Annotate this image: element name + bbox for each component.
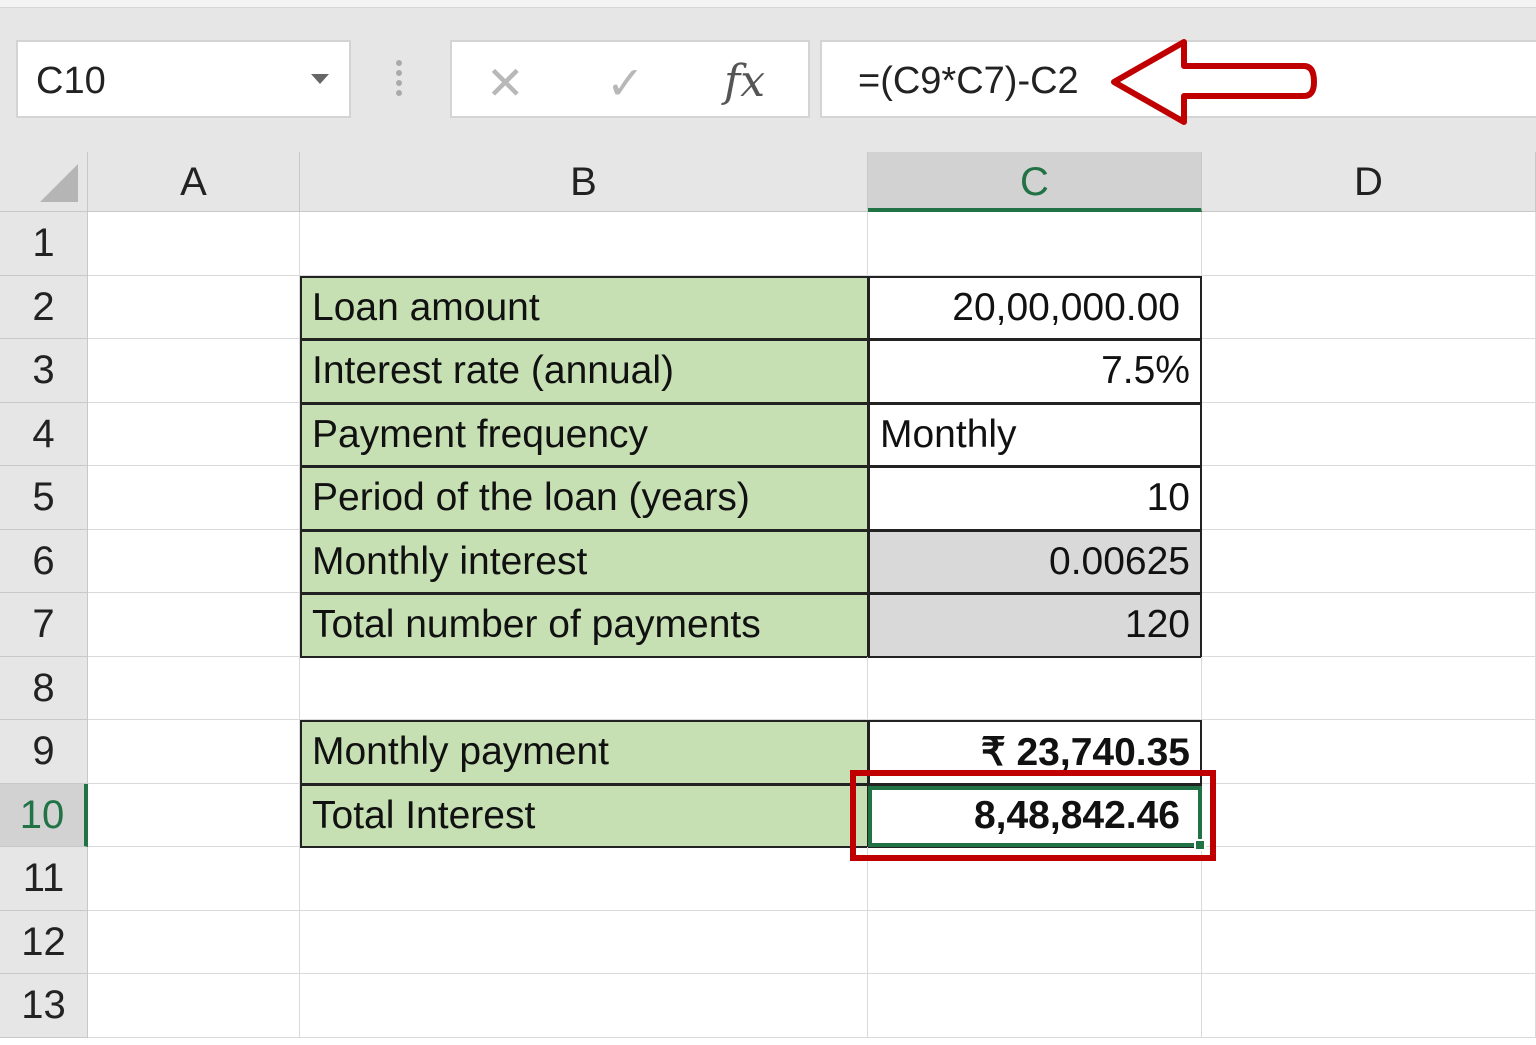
cell-b9[interactable]: Monthly payment	[300, 720, 869, 785]
column-header-d[interactable]: D	[1202, 152, 1536, 212]
formula-text: =(C9*C7)-C2	[858, 60, 1079, 102]
drag-handle-icon[interactable]	[396, 60, 402, 96]
name-box[interactable]: C10	[16, 40, 351, 118]
row-header-2[interactable]: 2	[0, 275, 88, 339]
annotation-highlight-box	[850, 769, 1216, 861]
cell-d8[interactable]	[1202, 656, 1536, 720]
cell-a10[interactable]	[88, 783, 300, 847]
cell-b12[interactable]	[300, 910, 868, 974]
row-header-10[interactable]: 10	[0, 783, 88, 847]
cell-d7[interactable]	[1202, 593, 1536, 657]
cell-d13[interactable]	[1202, 974, 1536, 1038]
cell-b10[interactable]: Total Interest	[300, 783, 869, 848]
cell-c3[interactable]: 7.5%	[868, 339, 1202, 404]
cell-a9[interactable]	[88, 720, 300, 784]
cell-b8[interactable]	[300, 656, 868, 720]
cell-c4[interactable]: Monthly	[868, 402, 1202, 467]
cell-d11[interactable]	[1202, 847, 1536, 911]
cell-a4[interactable]	[88, 402, 300, 466]
cell-a11[interactable]	[88, 847, 300, 911]
cell-d6[interactable]	[1202, 529, 1536, 593]
cell-a3[interactable]	[88, 339, 300, 403]
row-header-11[interactable]: 11	[0, 847, 88, 911]
row-header-13[interactable]: 13	[0, 974, 88, 1038]
row-header-8[interactable]: 8	[0, 656, 88, 720]
cancel-icon[interactable]: ✕	[486, 57, 525, 109]
spreadsheet-grid[interactable]: A B C D 1 2 Loan amount 20,00,000.00 3 Interest r…	[0, 152, 1536, 1045]
select-all-triangle-icon	[40, 164, 78, 202]
cell-a6[interactable]	[88, 529, 300, 593]
cell-c12[interactable]	[868, 910, 1202, 974]
cell-a13[interactable]	[88, 974, 300, 1038]
chevron-down-icon[interactable]	[311, 74, 329, 84]
fill-handle[interactable]	[1194, 839, 1206, 851]
enter-icon[interactable]: ✓	[606, 57, 645, 109]
cell-d12[interactable]	[1202, 910, 1536, 974]
cell-d4[interactable]	[1202, 402, 1536, 466]
row-header-6[interactable]: 6	[0, 529, 88, 593]
cell-c6[interactable]: 0.00625	[868, 529, 1202, 594]
annotation-arrow-icon	[1111, 39, 1317, 125]
cell-d1[interactable]	[1202, 212, 1536, 276]
cell-a8[interactable]	[88, 656, 300, 720]
row-header-9[interactable]: 9	[0, 720, 88, 784]
cell-a7[interactable]	[88, 593, 300, 657]
cell-d5[interactable]	[1202, 466, 1536, 530]
row-header-4[interactable]: 4	[0, 402, 88, 466]
active-cell-selection	[868, 785, 1202, 847]
cell-d2[interactable]	[1202, 275, 1536, 339]
cell-c1[interactable]	[868, 212, 1202, 276]
column-header-c[interactable]: C	[868, 152, 1202, 212]
cell-c7[interactable]: 120	[868, 593, 1202, 658]
formula-buttons: ✕ ✓ fx	[450, 40, 810, 118]
row-header-3[interactable]: 3	[0, 339, 88, 403]
formula-input[interactable]: =(C9*C7)-C2	[820, 40, 1536, 118]
name-box-value: C10	[36, 60, 106, 102]
cell-c11[interactable]	[868, 847, 1202, 911]
cell-b1[interactable]	[300, 212, 868, 276]
cell-b6[interactable]: Monthly interest	[300, 529, 869, 594]
column-header-b[interactable]: B	[300, 152, 868, 212]
column-header-a[interactable]: A	[88, 152, 300, 212]
cell-c8[interactable]	[868, 656, 1202, 720]
cell-a12[interactable]	[88, 910, 300, 974]
cell-c13[interactable]	[868, 974, 1202, 1038]
cell-d3[interactable]	[1202, 339, 1536, 403]
row-header-7[interactable]: 7	[0, 593, 88, 657]
cell-a5[interactable]	[88, 466, 300, 530]
row-header-1[interactable]: 1	[0, 212, 88, 276]
cell-c5[interactable]: 10	[868, 466, 1202, 531]
insert-function-icon[interactable]: fx	[724, 56, 766, 107]
cell-b5[interactable]: Period of the loan (years)	[300, 466, 869, 531]
cell-a1[interactable]	[88, 212, 300, 276]
cell-b13[interactable]	[300, 974, 868, 1038]
cell-b7[interactable]: Total number of payments	[300, 593, 869, 658]
cell-b3[interactable]: Interest rate (annual)	[300, 339, 869, 404]
cell-b4[interactable]: Payment frequency	[300, 402, 869, 467]
row-header-5[interactable]: 5	[0, 466, 88, 530]
cell-a2[interactable]	[88, 275, 300, 339]
ribbon-edge	[0, 0, 1536, 8]
cell-b2[interactable]: Loan amount	[300, 275, 869, 340]
cell-c2[interactable]: 20,00,000.00	[868, 275, 1202, 340]
cell-b11[interactable]	[300, 847, 868, 911]
cell-d10[interactable]	[1202, 783, 1536, 847]
cell-d9[interactable]	[1202, 720, 1536, 784]
row-header-12[interactable]: 12	[0, 910, 88, 974]
select-all-button[interactable]	[0, 152, 88, 212]
